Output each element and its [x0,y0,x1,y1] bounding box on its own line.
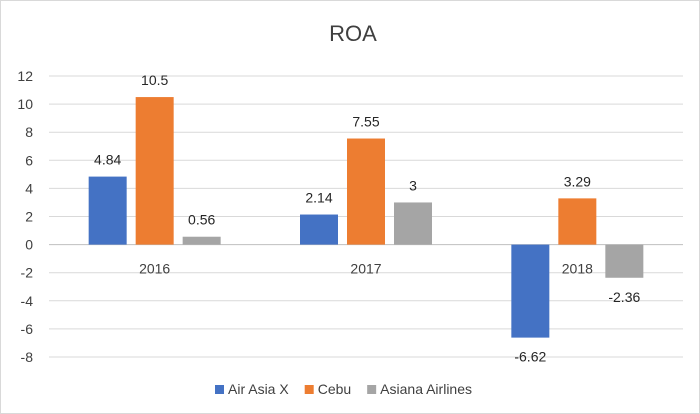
y-tick-label: 10 [17,96,33,112]
data-label: -6.62 [514,349,546,365]
y-tick-label: -2 [21,265,34,281]
data-labels: 4.84 10.5 0.56 2.14 7.55 3 -6.62 3.29 -2.36 [94,72,640,365]
y-tick-label: -6 [21,321,34,337]
data-label: 7.55 [352,114,379,130]
bar [511,244,550,338]
bar [88,176,127,245]
bar [300,214,338,245]
data-label: -2.36 [608,289,640,305]
y-tick-label: 0 [25,237,33,253]
y-tick-label: 4 [25,180,33,196]
data-label: 2.14 [305,190,332,206]
y-tick-label: -4 [21,293,34,309]
legend-entry: Cebu [318,381,351,397]
category-label: 2016 [139,261,170,277]
category-label: 2017 [350,261,381,277]
y-tick-label: -8 [21,349,34,365]
y-tick-label: 12 [17,68,33,84]
bar [135,97,174,245]
category-labels: 2016 2017 2018 [139,261,593,277]
bar [605,244,644,278]
data-label: 4.84 [94,152,121,168]
data-label: 10.5 [141,72,168,88]
y-axis-ticks: 12 10 8 6 4 2 0 -2 -4 -6 -8 [17,68,33,365]
data-label: 0.56 [188,212,215,228]
bar [558,198,597,245]
legend-entry: Air Asia X [228,381,289,397]
legend-swatch [304,385,314,394]
data-label: 3 [409,177,417,193]
legend: Air Asia X Cebu Asiana Airlines [215,381,472,397]
bars [88,97,644,338]
data-label: 3.29 [564,173,591,189]
legend-swatch [215,385,224,394]
y-tick-label: 2 [25,209,33,225]
chart-title: ROA [329,21,377,46]
bar [394,202,432,245]
bar [347,138,385,245]
bar [182,236,221,245]
y-tick-label: 6 [25,152,33,168]
category-label: 2018 [562,261,593,277]
legend-entry: Asiana Airlines [380,381,472,397]
y-tick-label: 8 [25,124,33,140]
legend-swatch [367,385,377,394]
